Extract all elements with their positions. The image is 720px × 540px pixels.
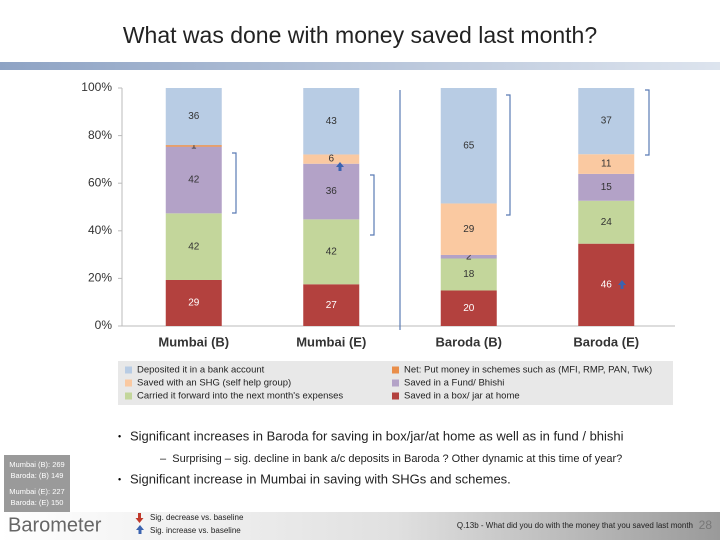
y-tick-label: 40% <box>88 223 112 237</box>
data-label: 43 <box>326 116 338 127</box>
sig-legend: Sig. decrease vs. baseline <box>150 513 244 522</box>
data-label: 20 <box>463 303 475 314</box>
data-label: 15 <box>601 182 613 193</box>
legend-label: Net: Put money in schemes such as (MFI, … <box>404 365 652 376</box>
bar-segment <box>303 154 360 164</box>
legend-label: Saved with an SHG (self help group) <box>137 378 291 389</box>
y-tick-label: 60% <box>88 175 112 189</box>
bar-segment <box>303 284 360 326</box>
sig-arrows <box>336 162 626 289</box>
sig-legend: Sig. increase vs. baseline <box>150 526 241 535</box>
x-tick-label: Baroda (E) <box>573 334 639 349</box>
footnote: Q.13b - What did you do with the money t… <box>457 521 693 530</box>
bar-segment <box>578 200 635 244</box>
bar-segment <box>440 290 497 326</box>
legend-swatch <box>125 379 132 387</box>
data-label: 65 <box>463 140 475 151</box>
bar-segment <box>303 88 360 155</box>
x-tick-label: Mumbai (E) <box>296 334 366 349</box>
y-tick-label: 20% <box>88 271 112 285</box>
bar-segment <box>440 203 497 255</box>
bar-segment <box>578 154 635 174</box>
title-band <box>0 62 720 70</box>
x-tick-label: Mumbai (B) <box>158 334 229 349</box>
data-label: 46 <box>601 279 613 290</box>
data-label: 29 <box>188 298 200 309</box>
bar-segment <box>440 88 497 204</box>
sample-size: Mumbai (B): 269 <box>9 460 64 469</box>
bar-segment <box>165 213 222 280</box>
page-number: 28 <box>699 518 713 532</box>
legend: Saved in a box/ jar at home Carried it fo… <box>125 365 652 402</box>
data-label: 2 <box>466 251 472 262</box>
data-label: 24 <box>601 217 613 228</box>
data-label: 11 <box>601 159 612 170</box>
bar-segment <box>440 254 497 259</box>
data-label: 42 <box>326 246 338 257</box>
bar-segment <box>578 88 635 155</box>
down-arrow-icon <box>135 513 144 523</box>
sample-size: Mumbai (E): 227 <box>9 487 64 496</box>
bullet-mark: • <box>118 474 121 484</box>
bar-segment <box>165 145 222 147</box>
footer-bar <box>0 512 720 540</box>
legend-label: Saved in a box/ jar at home <box>404 391 520 402</box>
data-label: 42 <box>188 175 200 186</box>
bullet: Significant increases in Baroda for savi… <box>130 428 624 443</box>
bullet: Significant increase in Mumbai in saving… <box>130 471 511 486</box>
legend-swatch <box>392 366 399 374</box>
legend-swatch <box>125 366 132 374</box>
legend-swatch <box>392 379 399 387</box>
chart: 0% 20% 40% 60% 80% 100% Mumbai (B) 29 42 42 1 36 Mum… <box>81 80 675 349</box>
legend-label: Carried it forward into the next month's… <box>137 391 343 402</box>
legend-label: Saved in a Fund/ Bhishi <box>404 378 504 389</box>
data-label: 6 <box>328 154 334 165</box>
bullet-mark: • <box>118 431 121 441</box>
brackets <box>232 89 650 330</box>
bar-segment <box>303 163 360 220</box>
bar-segment <box>165 279 222 326</box>
logo: Barometer <box>8 514 102 536</box>
up-arrow-icon <box>136 525 144 534</box>
legend-label: Deposited it in a bank account <box>137 365 265 376</box>
y-tick-label: 80% <box>88 128 112 142</box>
bar-segment <box>578 173 635 201</box>
sample-box <box>4 455 70 512</box>
sample-size: Baroda: (E) 150 <box>11 498 64 507</box>
bar-segment <box>165 88 222 146</box>
data-label: 1 <box>191 141 197 152</box>
bar-segment <box>440 258 497 291</box>
data-label: 27 <box>326 300 338 311</box>
data-label: 37 <box>601 116 613 127</box>
sample-size: Baroda: (B) 149 <box>11 471 64 480</box>
y-tick-label: 100% <box>81 80 112 94</box>
bar-segment <box>303 219 360 285</box>
data-label: 36 <box>326 186 338 197</box>
y-tick-label: 0% <box>95 318 113 332</box>
bar-segment <box>165 146 222 214</box>
sub-bullet: – Surprising – sig. decline in bank a/c … <box>160 453 622 465</box>
legend-swatch <box>125 392 132 400</box>
slide-title: What was done with money saved last mont… <box>123 22 597 48</box>
data-label: 18 <box>463 269 475 280</box>
x-tick-label: Baroda (B) <box>436 334 502 349</box>
data-label: 29 <box>463 224 475 235</box>
data-label: 42 <box>188 241 200 252</box>
legend-swatch <box>392 392 399 400</box>
data-label: 36 <box>188 111 200 122</box>
